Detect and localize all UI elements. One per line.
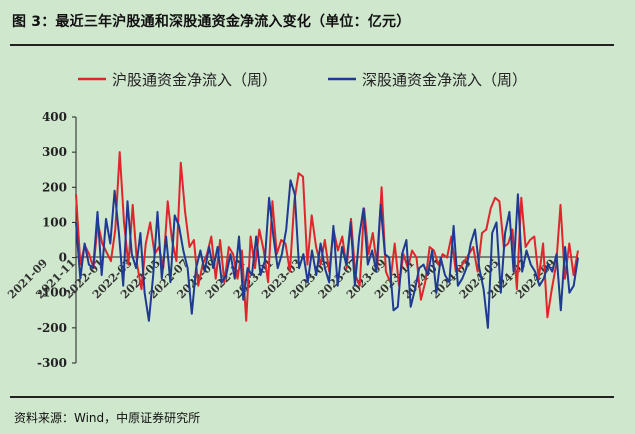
legend: 沪股通资金净流入（周） 深股通资金净流入（周）	[78, 71, 527, 89]
source-note: 资料来源：Wind，中原证券研究所	[14, 411, 201, 425]
y-axis-ticks: -300 -200 -100 0 100 200 300 400	[37, 110, 76, 370]
y-tick-label: 200	[42, 180, 67, 194]
y-tick-label: -200	[37, 321, 67, 335]
legend-label-sz: 深股通资金净流入（周）	[362, 71, 527, 89]
y-tick-label: 300	[42, 145, 67, 159]
y-tick-label: 0	[59, 251, 67, 265]
footer-divider	[10, 396, 614, 398]
y-tick-label: -100	[37, 286, 67, 300]
y-tick-label: 100	[42, 215, 67, 229]
figure-title: 图 3：最近三年沪股通和深股通资金净流入变化（单位：亿元）	[12, 14, 411, 30]
series-line-sz	[75, 179, 579, 329]
title-divider	[10, 44, 614, 46]
series-layer	[75, 151, 579, 329]
y-tick-label: 400	[42, 110, 67, 124]
y-tick-label: -300	[37, 356, 67, 370]
legend-label-sh: 沪股通资金净流入（周）	[112, 71, 277, 89]
